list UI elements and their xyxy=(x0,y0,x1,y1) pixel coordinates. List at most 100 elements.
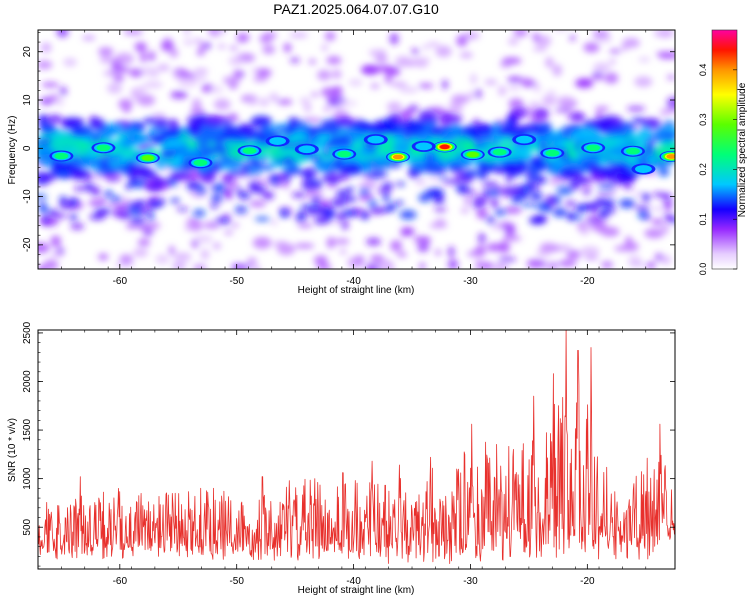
spectrogram-cell xyxy=(475,88,482,99)
x-tick-label: -60 xyxy=(113,576,128,587)
spectrogram-cell xyxy=(396,251,408,258)
y-tick-label: 1500 xyxy=(22,419,33,442)
spectrogram-cell xyxy=(221,216,230,225)
spectrogram-cell xyxy=(252,236,272,249)
spectrogram-cell xyxy=(340,219,349,231)
spectrogram-cell xyxy=(347,256,364,269)
colorbar-tick-label: 0.4 xyxy=(698,64,708,77)
spectrogram-contour xyxy=(515,135,533,144)
spectrogram-peak xyxy=(487,146,512,158)
spectrogram-cell xyxy=(294,243,315,249)
spectrogram-cell xyxy=(659,108,670,117)
spectrogram-cell xyxy=(421,117,439,123)
spectrogram-contour xyxy=(54,152,69,160)
spectrogram-cell xyxy=(417,243,430,253)
spectrogram-cell xyxy=(508,113,518,127)
spectrogram-cell xyxy=(398,86,419,93)
spectrogram-cell xyxy=(604,72,619,84)
spectrogram-cell xyxy=(343,196,357,203)
spectrogram-cell xyxy=(304,102,312,114)
spectrogram-cell xyxy=(212,193,222,203)
snr-x-label: Height of straight line (km) xyxy=(298,585,415,596)
spectrogram-cell xyxy=(40,42,52,53)
spectrogram-cell xyxy=(297,223,313,229)
spectrogram-cell xyxy=(589,163,601,176)
spectrogram-cell xyxy=(126,207,143,216)
spectrogram-cell xyxy=(271,174,279,185)
spectrogram-cell xyxy=(348,78,363,87)
spectrogram-cell xyxy=(451,94,470,104)
spectrogram-cell xyxy=(38,60,53,70)
spectrogram-cell xyxy=(462,31,480,40)
spectrogram-cell xyxy=(252,266,261,269)
spectrogram-cell xyxy=(500,138,516,147)
spectrogram-cell xyxy=(651,218,664,226)
spectrogram-cell xyxy=(369,164,389,170)
spectrogram-cell xyxy=(359,189,369,195)
spectrogram-cell xyxy=(529,202,536,208)
colorbar-label: Normalized spectral amplitude xyxy=(737,82,748,217)
spectrogram-cell xyxy=(223,188,234,201)
spectrogram-cell xyxy=(438,114,463,124)
spectrogram-cell xyxy=(139,51,148,63)
spectrogram-cell xyxy=(99,196,107,206)
spectrogram-cell xyxy=(484,79,498,85)
spectrogram-contour xyxy=(586,144,601,152)
spectrogram-cell xyxy=(184,224,201,232)
spectrogram-cell xyxy=(256,68,272,78)
spectrogram-cell xyxy=(259,97,269,107)
spectrogram-cell xyxy=(561,159,583,168)
spectrogram-cell xyxy=(99,55,113,64)
spectrogram-cell xyxy=(588,132,603,146)
spectrogram-cell xyxy=(556,244,572,252)
spectrogram-cell xyxy=(217,44,226,49)
spectrogram-cell xyxy=(338,100,358,107)
spectrogram-cell xyxy=(324,31,336,41)
spectrogram-cell xyxy=(144,146,155,152)
spectrogram-cell xyxy=(345,186,354,193)
spectrogram-cell xyxy=(174,184,182,189)
spectrogram-cell xyxy=(374,55,388,63)
spectrogram-cell xyxy=(574,204,588,213)
spectrogram-cell xyxy=(664,200,671,213)
spectrogram-cell xyxy=(119,214,131,220)
spectrogram-cell xyxy=(283,174,291,181)
spectrogram-cell xyxy=(73,185,87,192)
spectrogram-cell xyxy=(394,126,405,136)
y-tick-label: 10 xyxy=(22,94,33,106)
spectrogram-cell xyxy=(666,96,675,109)
spectrogram-cell xyxy=(342,162,362,173)
spectrogram-cell xyxy=(419,262,426,269)
spectrogram-cell xyxy=(483,188,492,198)
spectrogram-cell xyxy=(377,187,392,194)
spectrogram-cell xyxy=(533,83,542,94)
spectrogram-cell xyxy=(313,255,328,266)
spectrogram-cell xyxy=(447,259,459,269)
spectrogram-cell xyxy=(84,182,94,192)
spectrogram-contour xyxy=(415,142,433,151)
spectrogram-cell xyxy=(306,208,315,216)
spectrogram-cell xyxy=(203,221,221,230)
spectrogram-cell xyxy=(210,203,218,209)
spectrogram-cell xyxy=(228,56,244,66)
spectrogram-cell xyxy=(90,118,106,131)
spectrogram-cell xyxy=(644,228,665,239)
spectrogram-cell xyxy=(399,209,417,220)
spectrogram-cell xyxy=(626,154,638,164)
spectrogram-cell xyxy=(490,198,499,209)
y-tick-label: 0 xyxy=(22,145,33,151)
spectrogram-y-label: Frequency (Hz) xyxy=(7,116,18,185)
spectrogram-contour xyxy=(492,148,507,156)
spectrogram-cell xyxy=(289,32,309,38)
spectrogram-cell xyxy=(250,184,266,194)
spectrogram-cell xyxy=(116,163,130,173)
spectrogram-cell xyxy=(418,83,434,89)
spectrogram-cell xyxy=(369,49,382,57)
spectrogram-cell xyxy=(190,106,205,117)
spectrogram-cell xyxy=(452,160,471,166)
spectrogram-cell xyxy=(137,238,151,247)
spectrogram-cell xyxy=(344,128,364,141)
spectrogram-cell xyxy=(566,249,581,260)
spectrogram-peak xyxy=(540,147,565,159)
spectrogram-cell xyxy=(476,144,491,150)
